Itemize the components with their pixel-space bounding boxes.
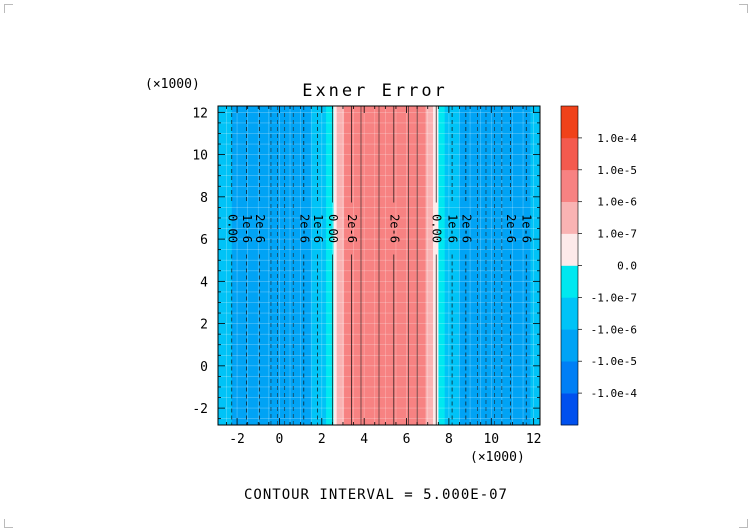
- contour-label: 0.00: [326, 214, 340, 243]
- x-scale-label: (×1000): [470, 450, 525, 465]
- contour-band: [425, 106, 434, 425]
- colorbar-swatch: [561, 201, 578, 234]
- page-corner-mark: [4, 4, 13, 13]
- colorbar-label: -1.0e-4: [591, 387, 638, 400]
- axes: -2 0 2 4 6 8 10 12 -2 0 2 4 6 8 10 12: [192, 105, 542, 447]
- y-tick-label: 8: [200, 191, 208, 206]
- colorbar-label: -1.0e-7: [591, 291, 637, 304]
- x-tick-label: -2: [229, 432, 245, 447]
- colorbar-swatch: [561, 297, 578, 330]
- colorbar-swatch: [561, 393, 578, 426]
- colorbar-label: 1.0e-4: [597, 132, 637, 145]
- contour-label: 2e-6: [345, 214, 359, 243]
- contour-band: [311, 106, 327, 425]
- contour-band: [333, 106, 338, 425]
- colorbar-label: 1.0e-6: [597, 196, 637, 209]
- colorbar-swatch: [561, 361, 578, 394]
- colorbar-swatch: [561, 329, 578, 362]
- colorbar-label: 1.0e-5: [597, 164, 637, 177]
- colorbar-swatch: [561, 265, 578, 298]
- contour-band: [231, 106, 312, 425]
- colorbar-swatch: [561, 233, 578, 266]
- x-tick-label: 8: [445, 432, 453, 447]
- contour-label: 0.00: [430, 214, 444, 243]
- contour-label: 1e-6: [240, 214, 254, 243]
- contour-label: 2e-6: [459, 214, 473, 243]
- colorbar-swatch: [561, 169, 578, 202]
- x-tick-label: 12: [526, 432, 542, 447]
- x-tick-label: 0: [276, 432, 284, 447]
- colorbar: -1.0e-4 -1.0e-5 -1.0e-6 -1.0e-7 0.0 1.0e-7 1.0…: [560, 105, 638, 426]
- contour-label: 0.00: [225, 214, 239, 243]
- y-tick-label: 6: [200, 233, 208, 248]
- colorbar-swatch: [561, 137, 578, 171]
- contour-label: 2e-6: [297, 214, 311, 243]
- y-tick-label: -2: [192, 402, 208, 417]
- page-corner-mark: [739, 4, 748, 13]
- colorbar-label: -1.0e-6: [591, 323, 637, 336]
- x-tick-label: 6: [403, 432, 411, 447]
- y-tick-label: 10: [192, 149, 208, 164]
- x-tick-label: 4: [360, 432, 368, 447]
- y-scale-label: (×1000): [145, 77, 200, 92]
- page-corner-mark: [4, 519, 13, 528]
- contour-band: [530, 106, 541, 425]
- contour-label: 2e-6: [253, 214, 267, 243]
- contour-band: [459, 106, 531, 425]
- contour-interval-footer: CONTOUR INTERVAL = 5.000E-07: [244, 487, 508, 503]
- y-tick-label: 12: [192, 106, 208, 121]
- contour-label: 1e-6: [520, 214, 534, 243]
- contour-label: 1e-6: [311, 214, 325, 243]
- y-tick-label: 2: [200, 318, 208, 333]
- contour-band: [344, 106, 427, 425]
- page-corner-mark: [739, 519, 748, 528]
- contour-label: 2e-6: [504, 214, 518, 243]
- contour-band: [336, 106, 345, 425]
- plot-frame: [217, 105, 541, 426]
- contour-label: 1e-6: [446, 214, 460, 243]
- colorbar-swatch: [561, 106, 578, 139]
- contour-lines: 0.00 1e-62e-6 2e-6 1e-6 0.00 2e-6 2e-6 0.00 1e-6…: [225, 106, 534, 425]
- chart-title: Exner Error: [302, 81, 448, 101]
- contour-band: [438, 106, 446, 425]
- x-tick-label: 2: [318, 432, 326, 447]
- contour-band: [326, 106, 334, 425]
- colorbar-label: -1.0e-5: [591, 355, 637, 368]
- colorbar-label: 0.0: [617, 260, 637, 273]
- contour-band: [218, 106, 233, 425]
- y-tick-label: 4: [200, 275, 208, 290]
- y-tick-label: 0: [200, 360, 208, 375]
- x-tick-label: 10: [483, 432, 499, 447]
- colorbar-label: 1.0e-7: [597, 228, 637, 241]
- contour-label: 2e-6: [387, 214, 401, 243]
